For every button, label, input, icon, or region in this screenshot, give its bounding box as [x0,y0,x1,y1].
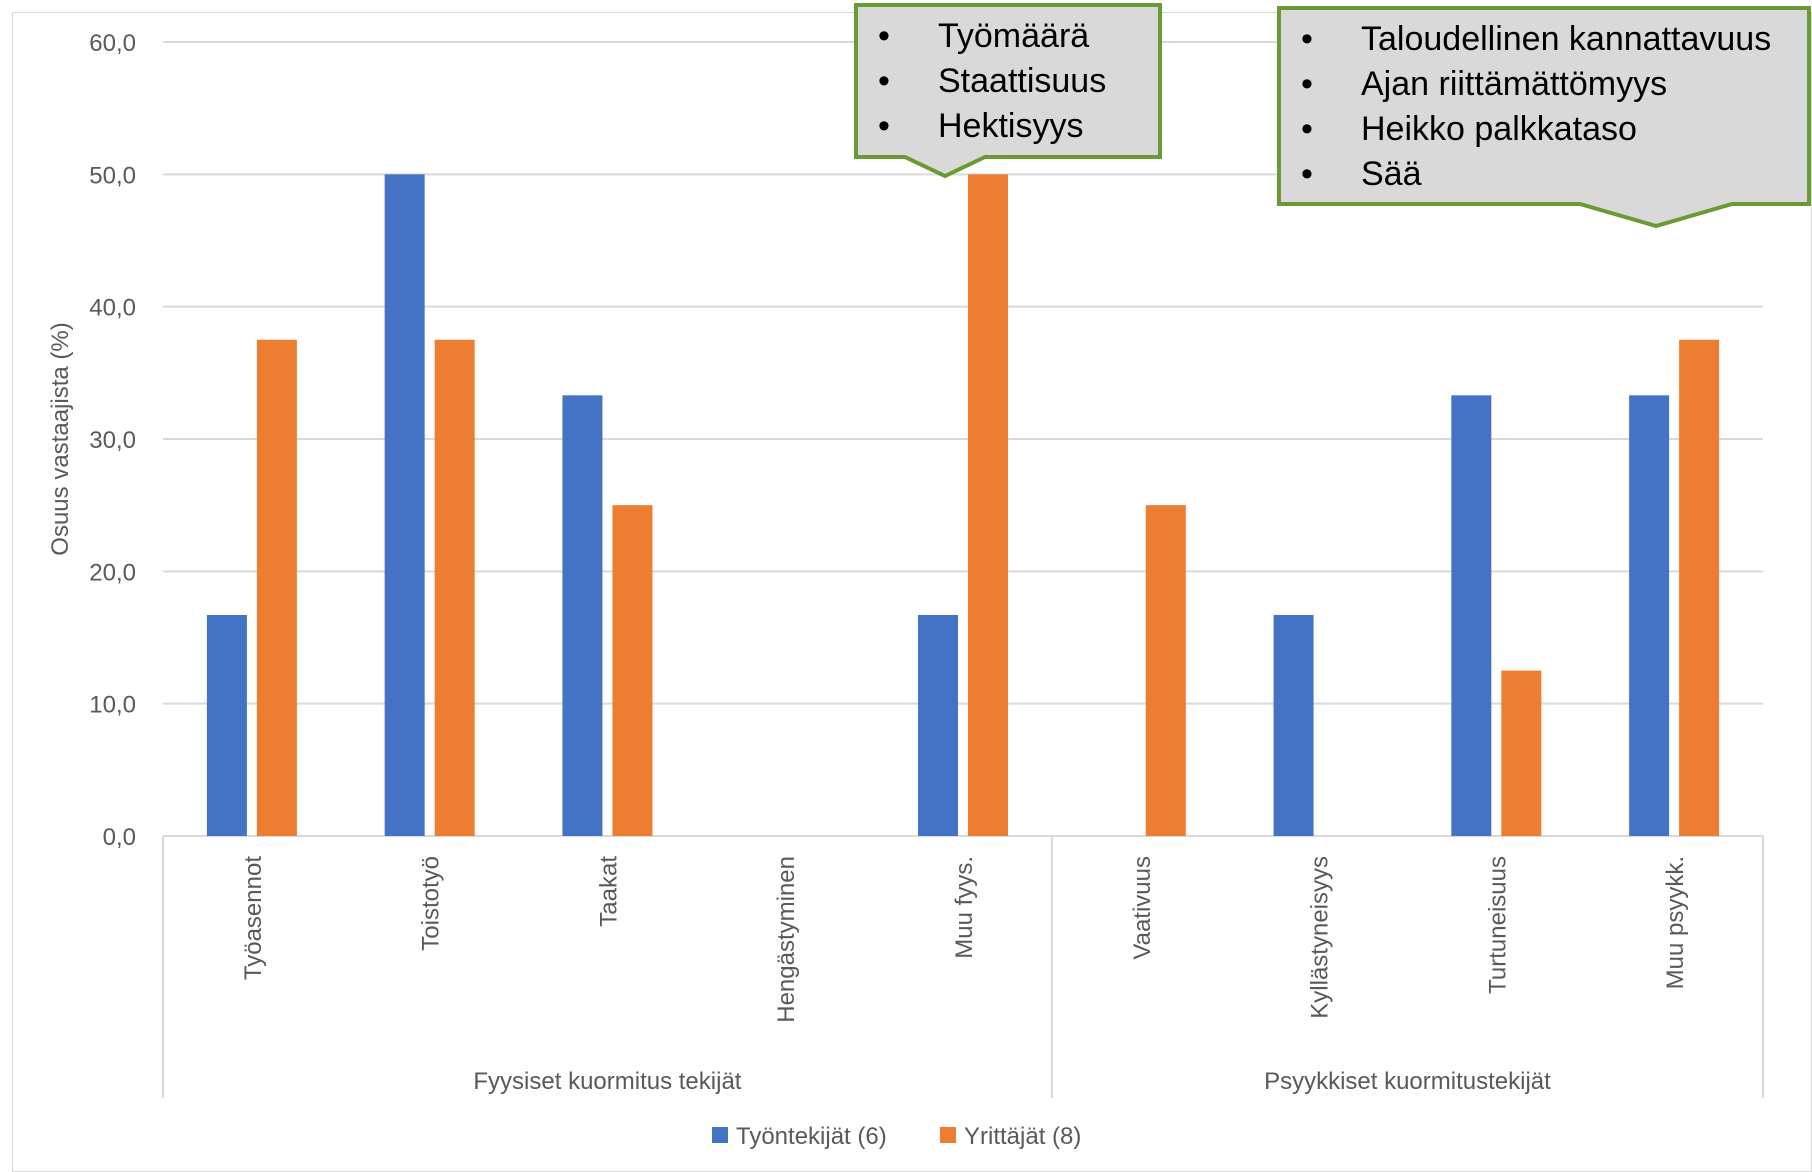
bar-yrittajat [1145,505,1186,836]
x-tick-label: Turtuneisuus [1484,856,1511,994]
bar-yrittajat [1501,670,1542,836]
y-axis-title: Osuus vastaajista (%) [47,322,74,555]
legend-label: Yrittäjät (8) [964,1123,1081,1150]
bar-tyontekijat [1629,395,1670,836]
bullet: • [1301,155,1313,193]
x-tick-label: Kyllästyneisyys [1307,856,1334,1019]
y-tick-label: 0,0 [103,824,136,851]
x-tick-label: Muu fyys. [951,856,978,959]
y-tick-label: 50,0 [89,162,136,189]
bullet: • [878,17,890,55]
x-tick-label: Taakat [595,856,622,927]
bar-yrittajat [1679,339,1720,836]
bar-tyontekijat [1273,615,1314,836]
group-label: Fyysiset kuormitus tekijät [473,1068,741,1095]
x-tick-label: Hengästyminen [773,856,800,1023]
annotation-item: Taloudellinen kannattavuus [1361,20,1771,58]
bar-yrittajat [434,339,475,836]
bar-tyontekijat [384,174,425,837]
annotation-item: Työmäärä [938,17,1089,55]
group-label: Psyykkiset kuormitustekijät [1264,1068,1551,1095]
x-tick-label: Toistotyö [418,856,445,951]
bar-yrittajat [256,339,297,836]
legend-swatch [940,1127,956,1143]
annotation-item: Heikko palkkataso [1361,110,1637,148]
y-tick-label: 30,0 [89,427,136,454]
annotation-item: Sää [1361,155,1422,193]
bullet: • [878,62,890,100]
bar-tyontekijat [918,615,958,836]
x-tick-label: Muu psyykk. [1662,856,1689,989]
annotation-item: Staattisuus [938,62,1106,100]
bullet: • [1301,65,1313,103]
annotation-callout [854,3,1162,179]
bar-tyontekijat [206,615,247,836]
bar-tyontekijat [562,395,603,836]
bullet: • [1301,110,1313,148]
bar-yrittajat [968,174,1008,837]
bar-tyontekijat [1451,395,1492,836]
y-tick-label: 20,0 [89,559,136,586]
y-tick-label: 10,0 [89,692,136,719]
annotation-item: Ajan riittämättömyys [1361,65,1667,103]
annotation-callout [1277,6,1811,229]
bar-yrittajat [612,505,653,836]
bullet: • [1301,20,1313,58]
annotation-item: Hektisyys [938,107,1083,145]
y-tick-label: 60,0 [89,30,136,57]
legend-swatch [712,1127,728,1143]
legend-label: Työntekijät (6) [736,1123,887,1150]
x-tick-label: Työasennot [240,856,267,980]
x-tick-label: Vaativuus [1129,856,1156,960]
bullet: • [878,107,890,145]
y-tick-label: 40,0 [89,295,136,322]
